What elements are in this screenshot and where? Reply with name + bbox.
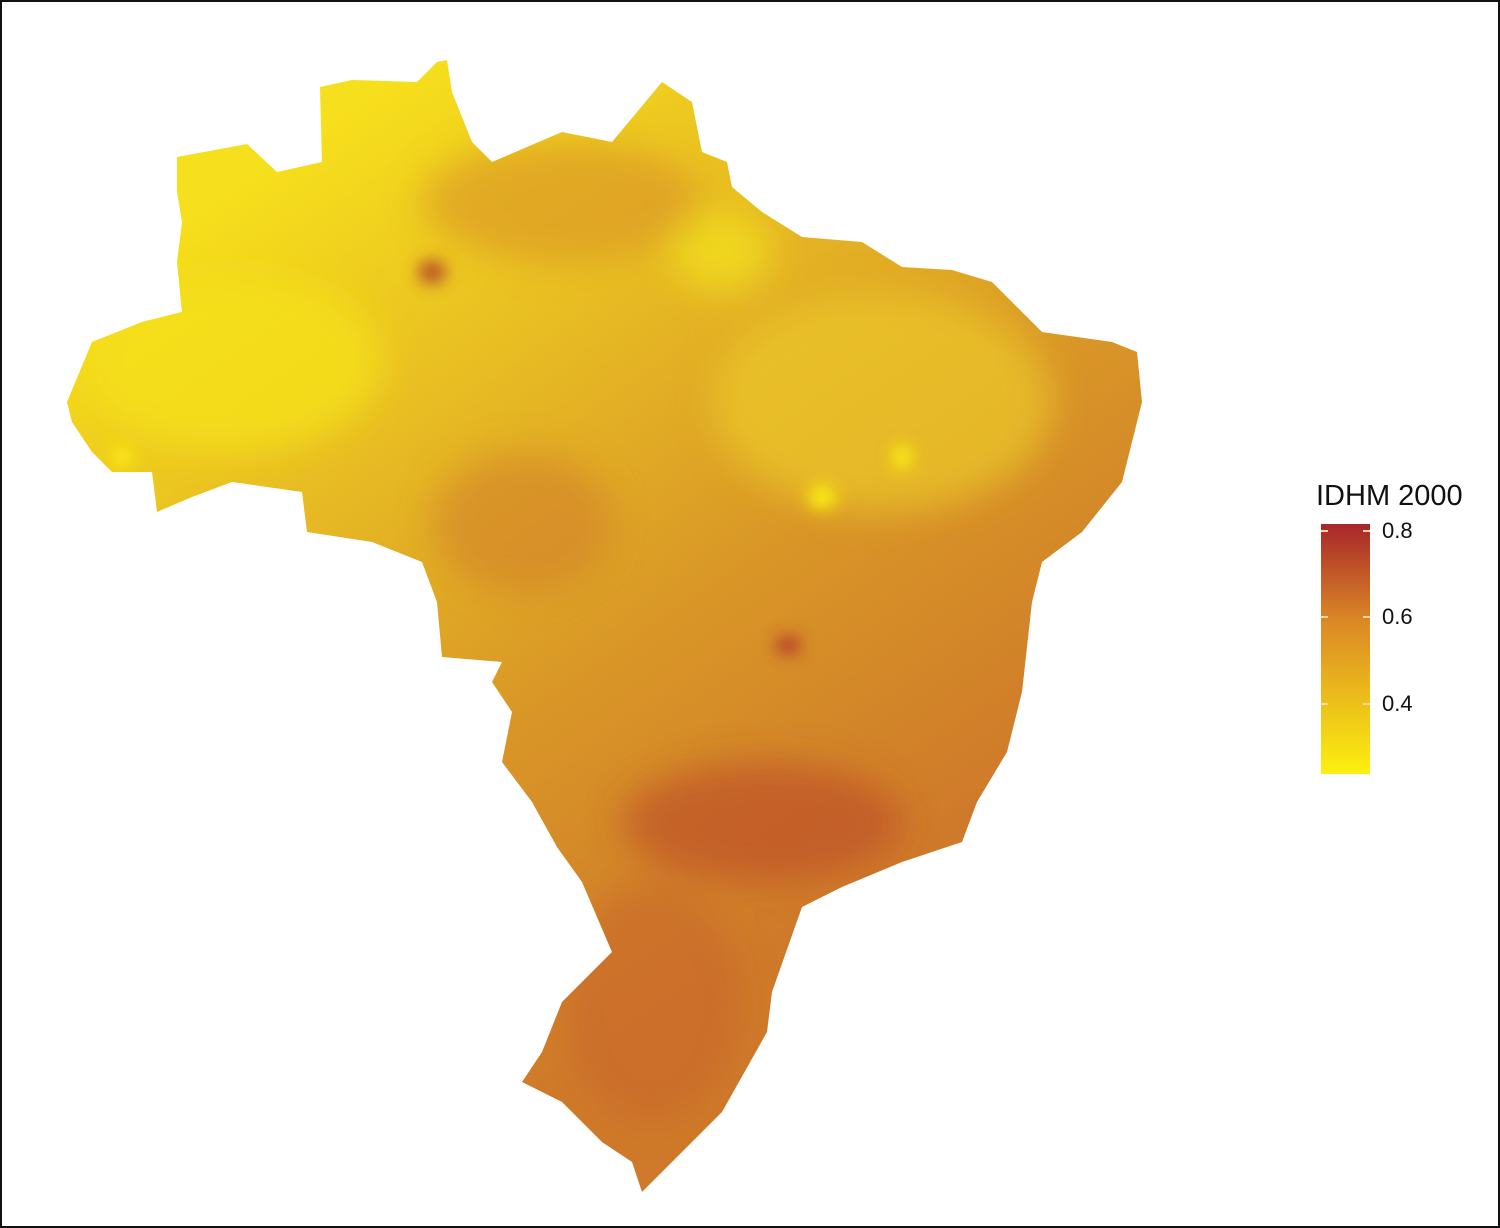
legend-tick-mark <box>1321 529 1328 532</box>
legend-tick-mark <box>1363 529 1370 532</box>
municipality-patches <box>82 142 1052 1122</box>
legend-tick-label: 0.8 <box>1382 517 1413 543</box>
legend-tick-mark <box>1363 616 1370 619</box>
legend-tick-mark <box>1321 616 1328 619</box>
legend-tick-mark <box>1363 702 1370 705</box>
legend-title: IDHM 2000 <box>1316 480 1463 512</box>
legend-tick-label: 0.4 <box>1382 690 1413 716</box>
legend-colorbar <box>1321 524 1370 774</box>
legend-tick-mark <box>1321 702 1328 705</box>
legend-tick-label: 0.6 <box>1382 604 1413 630</box>
color-legend: IDHM 2000 0.8 0.6 0.4 <box>1316 480 1463 774</box>
